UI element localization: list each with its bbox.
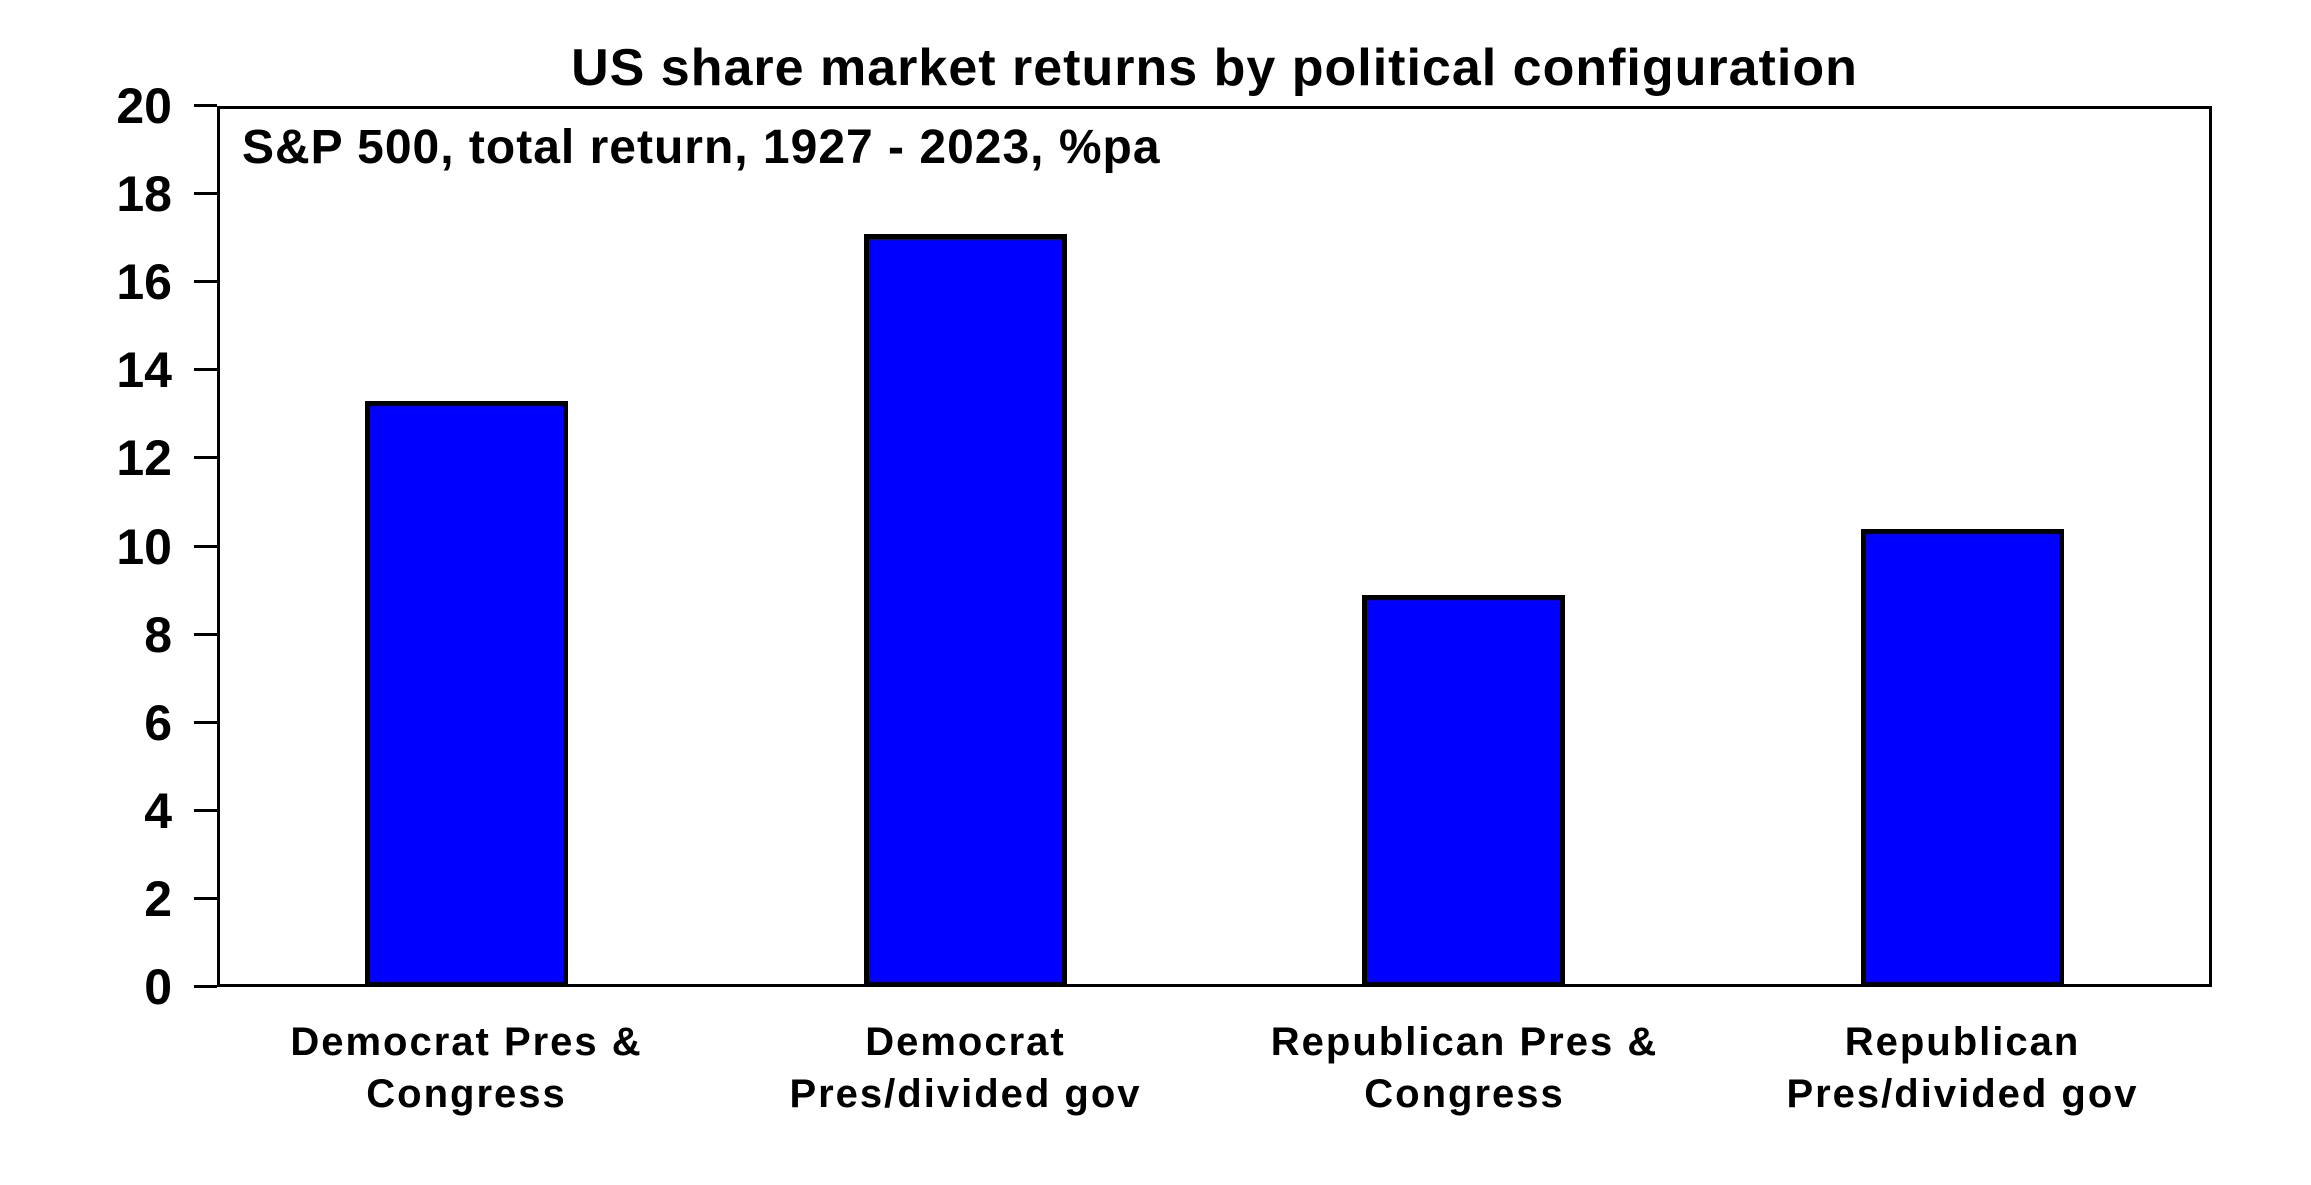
y-axis-tick <box>194 192 217 195</box>
y-axis-tick <box>194 721 217 724</box>
y-axis-tick-label: 18 <box>116 166 172 222</box>
bar-1 <box>864 234 1067 987</box>
y-axis-tick <box>194 545 217 548</box>
bar-3 <box>1861 529 2064 987</box>
chart-title: US share market returns by political con… <box>571 39 1858 97</box>
bar-0 <box>365 401 568 987</box>
y-axis-tick <box>194 280 217 283</box>
y-axis-tick-label: 8 <box>144 607 172 663</box>
bar-2 <box>1362 595 1565 987</box>
y-axis-tick-label: 10 <box>116 519 172 575</box>
y-axis-tick-label: 12 <box>116 430 172 486</box>
y-axis-tick <box>194 104 217 107</box>
y-axis-tick-label: 14 <box>116 342 172 398</box>
y-axis-tick <box>194 368 217 371</box>
y-axis-tick-label: 6 <box>144 695 172 751</box>
x-category-label-1: Democrat Pres/divided gov <box>789 1020 1142 1116</box>
y-axis-tick <box>194 897 217 900</box>
y-axis-tick-label: 20 <box>116 78 172 134</box>
y-axis-tick <box>194 809 217 812</box>
y-axis-tick-label: 4 <box>144 783 172 839</box>
y-axis-tick <box>194 985 217 988</box>
x-category-label-3: Republican Pres/divided gov <box>1786 1020 2139 1116</box>
y-axis-tick-label: 0 <box>144 959 172 1015</box>
x-category-label-2: Republican Pres & Congress <box>1270 1020 1659 1116</box>
y-axis-tick <box>194 633 217 636</box>
chart-subtitle: S&P 500, total return, 1927 - 2023, %pa <box>242 121 1161 174</box>
y-axis-tick-label: 16 <box>116 254 172 310</box>
x-category-label-0: Democrat Pres & Congress <box>290 1020 643 1116</box>
y-axis-tick <box>194 456 217 459</box>
y-axis-tick-label: 2 <box>144 871 172 927</box>
